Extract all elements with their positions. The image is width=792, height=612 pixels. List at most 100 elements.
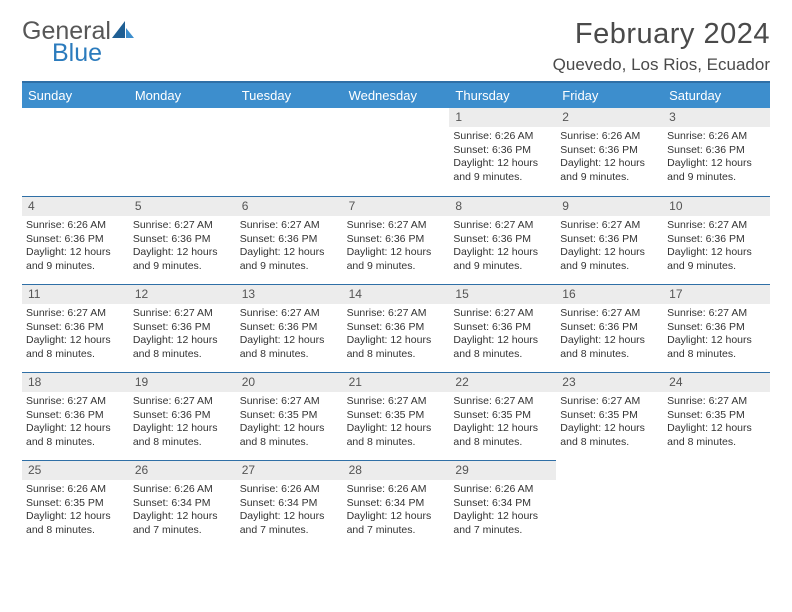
- daylight2-text: and 9 minutes.: [26, 260, 125, 273]
- sunset-text: Sunset: 6:36 PM: [347, 321, 446, 334]
- day-number: 24: [663, 373, 770, 392]
- day-cell: 12 Sunrise: 6:27 AMSunset: 6:36 PMDayligh…: [129, 284, 236, 372]
- day-number: 20: [236, 373, 343, 392]
- sunrise-text: Sunrise: 6:26 AM: [453, 130, 552, 143]
- daylight2-text: and 8 minutes.: [26, 436, 125, 449]
- sunrise-text: Sunrise: 6:26 AM: [560, 130, 659, 143]
- day-cell-empty: [556, 460, 663, 548]
- day-cell: 8Sunrise: 6:27 AMSunset: 6:36 PMDaylight…: [449, 196, 556, 284]
- sunset-text: Sunset: 6:36 PM: [560, 144, 659, 157]
- day-number: 5: [129, 197, 236, 216]
- day-number: 3: [663, 108, 770, 127]
- sunrise-text: Sunrise: 6:27 AM: [667, 307, 766, 320]
- day-number: 23: [556, 373, 663, 392]
- sunrise-text: Sunrise: 6:27 AM: [240, 219, 339, 232]
- daylight2-text: and 8 minutes.: [347, 348, 446, 361]
- day-cell-empty: [343, 108, 450, 196]
- sunrise-text: Sunrise: 6:26 AM: [453, 483, 552, 496]
- daylight1-text: Daylight: 12 hours: [560, 334, 659, 347]
- daylight1-text: Daylight: 12 hours: [240, 246, 339, 259]
- day-cell: 1Sunrise: 6:26 AMSunset: 6:36 PMDaylight…: [449, 108, 556, 196]
- day-cell: 19Sunrise: 6:27 AMSunset: 6:36 PMDayligh…: [129, 372, 236, 460]
- day-cell: 11Sunrise: 6:27 AMSunset: 6:36 PMDayligh…: [22, 284, 129, 372]
- weekday-label: Monday: [129, 83, 236, 108]
- daylight1-text: Daylight: 12 hours: [560, 246, 659, 259]
- daylight2-text: and 9 minutes.: [347, 260, 446, 273]
- sunset-text: Sunset: 6:36 PM: [560, 321, 659, 334]
- sunset-text: Sunset: 6:36 PM: [667, 233, 766, 246]
- sunrise-text: Sunrise: 6:27 AM: [453, 395, 552, 408]
- logo-sail-icon: [112, 19, 134, 47]
- sunrise-text: Sunrise: 6:27 AM: [667, 395, 766, 408]
- day-number: 11: [22, 285, 129, 304]
- sunrise-text: Sunrise: 6:27 AM: [560, 395, 659, 408]
- sunset-text: Sunset: 6:35 PM: [560, 409, 659, 422]
- day-cell: 14Sunrise: 6:27 AMSunset: 6:36 PMDayligh…: [343, 284, 450, 372]
- daylight2-text: and 8 minutes.: [667, 348, 766, 361]
- sunrise-text: Sunrise: 6:26 AM: [26, 483, 125, 496]
- day-cell: 18Sunrise: 6:27 AMSunset: 6:36 PMDayligh…: [22, 372, 129, 460]
- day-cell-empty: [236, 108, 343, 196]
- daylight2-text: and 9 minutes.: [453, 171, 552, 184]
- sunrise-text: Sunrise: 6:27 AM: [453, 219, 552, 232]
- daylight1-text: Daylight: 12 hours: [133, 510, 232, 523]
- daylight1-text: Daylight: 12 hours: [133, 334, 232, 347]
- logo: General Blue: [22, 18, 134, 67]
- day-number: 7: [343, 197, 450, 216]
- day-cell: 25Sunrise: 6:26 AMSunset: 6:35 PMDayligh…: [22, 460, 129, 548]
- daylight2-text: and 7 minutes.: [240, 524, 339, 537]
- weekday-label: Tuesday: [236, 83, 343, 108]
- calendar-title: February 2024: [553, 18, 770, 51]
- sunset-text: Sunset: 6:35 PM: [26, 497, 125, 510]
- sunset-text: Sunset: 6:36 PM: [453, 144, 552, 157]
- sunrise-text: Sunrise: 6:27 AM: [26, 395, 125, 408]
- day-number: 18: [22, 373, 129, 392]
- day-cell: 21Sunrise: 6:27 AMSunset: 6:35 PMDayligh…: [343, 372, 450, 460]
- daylight2-text: and 7 minutes.: [347, 524, 446, 537]
- daylight2-text: and 7 minutes.: [453, 524, 552, 537]
- sunrise-text: Sunrise: 6:27 AM: [133, 219, 232, 232]
- day-cell: 27Sunrise: 6:26 AMSunset: 6:34 PMDayligh…: [236, 460, 343, 548]
- day-cell: 29Sunrise: 6:26 AMSunset: 6:34 PMDayligh…: [449, 460, 556, 548]
- sunrise-text: Sunrise: 6:27 AM: [667, 219, 766, 232]
- calendar-location: Quevedo, Los Rios, Ecuador: [553, 55, 770, 75]
- day-cell: 22Sunrise: 6:27 AMSunset: 6:35 PMDayligh…: [449, 372, 556, 460]
- weekday-label: Friday: [556, 83, 663, 108]
- daylight1-text: Daylight: 12 hours: [453, 422, 552, 435]
- daylight1-text: Daylight: 12 hours: [26, 510, 125, 523]
- daylight2-text: and 8 minutes.: [453, 436, 552, 449]
- sunrise-text: Sunrise: 6:26 AM: [26, 219, 125, 232]
- weekday-header-row: Sunday Monday Tuesday Wednesday Thursday…: [22, 83, 770, 108]
- daylight2-text: and 8 minutes.: [560, 436, 659, 449]
- daylight2-text: and 9 minutes.: [133, 260, 232, 273]
- day-number: 4: [22, 197, 129, 216]
- sunset-text: Sunset: 6:34 PM: [453, 497, 552, 510]
- daylight1-text: Daylight: 12 hours: [133, 246, 232, 259]
- daylight1-text: Daylight: 12 hours: [453, 334, 552, 347]
- sunset-text: Sunset: 6:36 PM: [133, 321, 232, 334]
- daylight2-text: and 9 minutes.: [240, 260, 339, 273]
- daylight2-text: and 8 minutes.: [133, 436, 232, 449]
- day-number: 8: [449, 197, 556, 216]
- sunset-text: Sunset: 6:36 PM: [26, 409, 125, 422]
- weekday-label: Sunday: [22, 83, 129, 108]
- sunset-text: Sunset: 6:36 PM: [133, 409, 232, 422]
- daylight2-text: and 8 minutes.: [240, 348, 339, 361]
- daylight1-text: Daylight: 12 hours: [560, 157, 659, 170]
- sunrise-text: Sunrise: 6:26 AM: [133, 483, 232, 496]
- day-cell: 4Sunrise: 6:26 AMSunset: 6:36 PMDaylight…: [22, 196, 129, 284]
- sunset-text: Sunset: 6:35 PM: [240, 409, 339, 422]
- sunrise-text: Sunrise: 6:27 AM: [133, 307, 232, 320]
- daylight1-text: Daylight: 12 hours: [26, 246, 125, 259]
- day-cell: 13Sunrise: 6:27 AMSunset: 6:36 PMDayligh…: [236, 284, 343, 372]
- day-cell: 9Sunrise: 6:27 AMSunset: 6:36 PMDaylight…: [556, 196, 663, 284]
- daylight1-text: Daylight: 12 hours: [347, 246, 446, 259]
- sunset-text: Sunset: 6:36 PM: [667, 144, 766, 157]
- day-cell: 6Sunrise: 6:27 AMSunset: 6:36 PMDaylight…: [236, 196, 343, 284]
- daylight1-text: Daylight: 12 hours: [453, 246, 552, 259]
- day-number: 12: [129, 285, 236, 304]
- sunrise-text: Sunrise: 6:27 AM: [240, 395, 339, 408]
- daylight1-text: Daylight: 12 hours: [667, 157, 766, 170]
- day-cell: 20Sunrise: 6:27 AMSunset: 6:35 PMDayligh…: [236, 372, 343, 460]
- sunset-text: Sunset: 6:34 PM: [133, 497, 232, 510]
